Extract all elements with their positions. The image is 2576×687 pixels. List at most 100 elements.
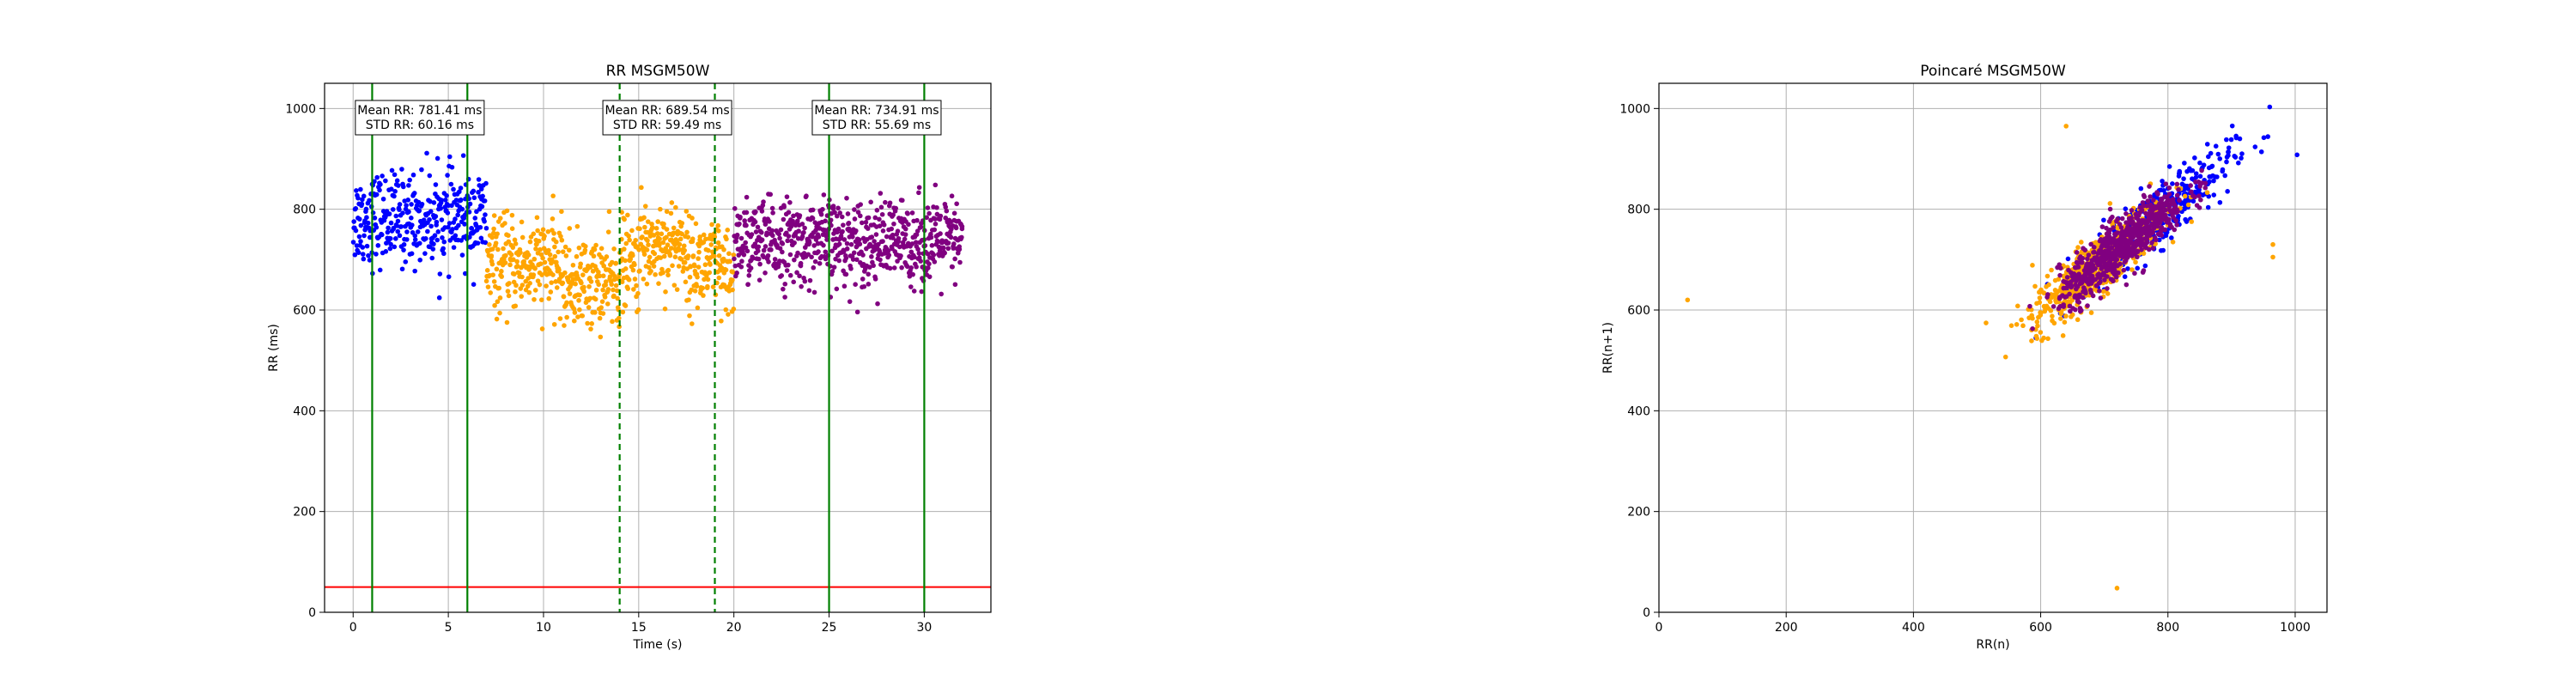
rr-point	[786, 262, 791, 268]
rr-point	[927, 261, 932, 267]
rr-point	[567, 247, 572, 253]
rr-point	[953, 225, 959, 231]
poincare-x-tick-label: 200	[1775, 621, 1798, 635]
poincare-point	[2092, 245, 2097, 250]
rr-point	[432, 233, 438, 239]
poincare-point	[2058, 316, 2063, 321]
rr-point	[838, 234, 844, 239]
rr-point	[798, 260, 804, 266]
poincare-point	[2090, 263, 2096, 268]
poincare-point	[2135, 254, 2140, 260]
poincare-point	[2208, 150, 2214, 156]
rr-point	[843, 255, 849, 261]
rr-point	[738, 214, 743, 220]
poincare-point	[2142, 236, 2148, 241]
poincare-point	[2117, 252, 2123, 258]
rr-point	[739, 258, 744, 264]
poincare-point	[2088, 268, 2094, 273]
rr-point	[654, 231, 660, 236]
rr-point	[663, 289, 668, 295]
rr-point	[489, 234, 495, 240]
rr-point	[959, 234, 964, 240]
rr-y-tick-label: 800	[293, 204, 316, 217]
rr-point	[547, 252, 553, 258]
rr-point	[687, 313, 692, 319]
rr-point	[404, 237, 410, 242]
poincare-point	[2117, 222, 2123, 227]
rr-point	[458, 185, 464, 191]
rr-point	[509, 226, 515, 232]
rr-point	[363, 206, 369, 212]
rr-point	[403, 259, 409, 264]
rr-point	[904, 264, 910, 270]
rr-point	[433, 182, 439, 187]
rr-point	[695, 305, 701, 311]
poincare-point	[2208, 164, 2215, 169]
rr-x-axis-label: Time (s)	[633, 638, 683, 652]
rr-point	[841, 283, 848, 289]
poincare-point	[2130, 219, 2136, 224]
rr-point	[633, 237, 639, 243]
rr-point	[378, 181, 383, 187]
rr-point	[878, 191, 884, 196]
rr-point	[841, 222, 846, 228]
rr-point	[916, 251, 922, 256]
poincare-point	[2184, 219, 2190, 224]
rr-point	[431, 241, 436, 246]
rr-point	[702, 262, 708, 268]
rr-point	[756, 256, 762, 262]
rr-point	[440, 235, 445, 240]
rr-point	[879, 211, 885, 217]
rr-point	[791, 279, 797, 285]
poincare-point	[2085, 261, 2090, 266]
rr-point	[623, 266, 629, 271]
poincare-point	[2224, 159, 2229, 165]
rr-point	[436, 295, 442, 301]
rr-point	[519, 234, 526, 240]
rr-point	[366, 252, 371, 258]
poincare-point	[2199, 167, 2204, 173]
poincare-point	[2222, 173, 2228, 179]
poincare-point	[2166, 164, 2172, 169]
poincare-point	[2105, 244, 2111, 249]
rr-point	[471, 195, 477, 201]
rr-plot-frame	[324, 82, 992, 613]
rr-point	[823, 218, 828, 224]
rr-point	[351, 219, 356, 224]
poincare-point	[2182, 183, 2188, 189]
rr-point	[689, 287, 695, 293]
rr-point	[580, 272, 586, 277]
rr-point	[531, 272, 537, 277]
rr-point	[914, 264, 919, 270]
rr-point	[890, 235, 896, 240]
poincare-point	[2121, 267, 2127, 273]
rr-point	[755, 224, 761, 230]
rr-point	[627, 237, 632, 243]
rr-point	[786, 234, 792, 239]
rr-point	[383, 249, 389, 254]
rr-point	[372, 179, 377, 185]
rr-point	[482, 219, 487, 224]
rr-point	[653, 226, 659, 231]
rr-point	[694, 283, 700, 289]
poincare-point	[2177, 170, 2183, 175]
rr-point	[495, 246, 501, 252]
rr-point	[772, 257, 778, 262]
rr-point	[844, 246, 850, 252]
rr-point	[361, 256, 367, 262]
rr-point	[456, 222, 461, 228]
rr-point	[559, 237, 565, 243]
rr-point	[932, 259, 938, 264]
rr-point	[589, 321, 594, 326]
poincare-point	[2224, 155, 2230, 160]
rr-point	[508, 252, 514, 258]
rr-point	[604, 254, 610, 259]
poincare-point	[2225, 189, 2230, 194]
rr-point	[476, 177, 482, 182]
poincare-point	[2102, 277, 2107, 283]
rr-point	[429, 255, 435, 261]
poincare-point	[2197, 184, 2202, 189]
poincare-point	[2131, 226, 2137, 232]
rr-point	[874, 207, 880, 213]
poincare-point	[2142, 194, 2148, 199]
